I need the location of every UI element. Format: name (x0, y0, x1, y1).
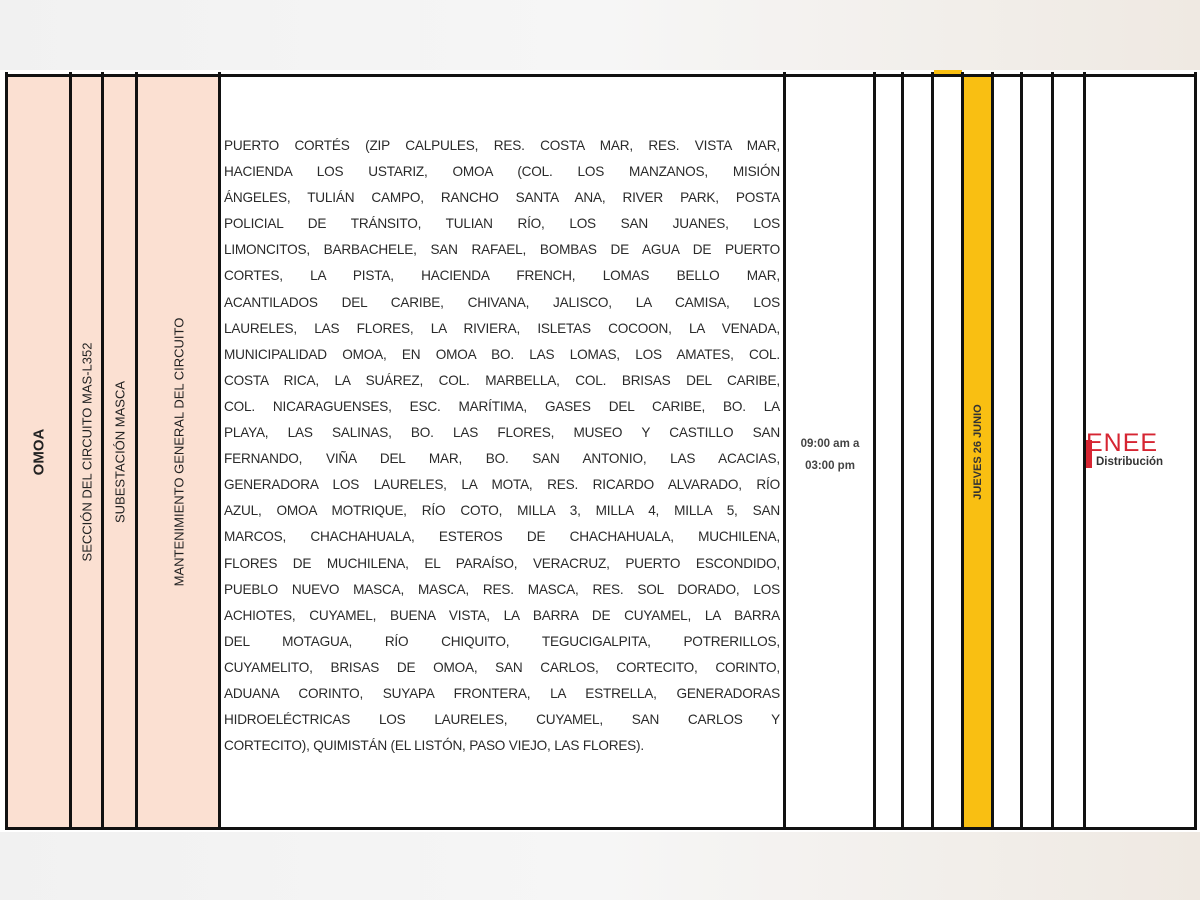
substation-cell: SUBESTACIÓN MASCA (104, 75, 136, 828)
area-line: CUYAMELITO, BRISAS DE OMOA, SAN CARLOS, … (224, 659, 780, 675)
enee-logo: ENEE Distribución (1086, 430, 1194, 468)
work-cell: MANTENIMIENTO GENERAL DEL CIRCUITO (138, 75, 219, 828)
time-range: 09:00 am a 03:00 pm (788, 433, 872, 477)
row-divider (5, 827, 1196, 830)
area-line: GENERADORA LOS LAURELES, LA MOTA, RES. R… (224, 477, 780, 493)
column-divider (69, 72, 72, 830)
area-line: ACANTILADOS DEL CARIBE, CHIVANA, JALISCO… (224, 294, 780, 310)
column-divider (135, 72, 138, 830)
work-label: MANTENIMIENTO GENERAL DEL CIRCUITO (171, 317, 186, 586)
logo-mark (1086, 440, 1092, 468)
area-line: DEL MOTAGUA, RÍO CHIQUITO, TEGUCIGALPITA… (224, 633, 780, 649)
area-line: ADUANA CORINTO, SUYAPA FRONTERA, LA ESTR… (224, 685, 780, 701)
day-cell: JUEVES 26 JUNIO (963, 75, 992, 828)
area-line: MARCOS, CHACHAHUALA, ESTEROS DE CHACHAHU… (224, 529, 780, 545)
area-line: POLICIAL DE TRÁNSITO, TULIAN RÍO, LOS SA… (224, 216, 780, 232)
column-divider (901, 72, 904, 830)
area-line: ACHIOTES, CUYAMEL, BUENA VISTA, LA BARRA… (224, 607, 780, 623)
area-line: ÁNGELES, TULIÁN CAMPO, RANCHO SANTA ANA,… (224, 190, 780, 206)
time-start: 09:00 am a (800, 438, 860, 450)
area-line: LIMONCITOS, BARBACHELE, SAN RAFAEL, BOMB… (224, 242, 780, 258)
affected-areas: PUERTO CORTÉS (ZIP CALPULES, RES. COSTA … (224, 137, 780, 763)
column-divider (5, 72, 8, 830)
day-label: JUEVES 26 JUNIO (971, 403, 984, 500)
area-line: PLAYA, LAS SALINAS, BO. LAS FLORES, MUSE… (224, 425, 780, 441)
circuit-label: SECCIÓN DEL CIRCUITO MAS-L352 (79, 342, 95, 561)
column-divider (873, 72, 876, 830)
department-cell: OMOA (7, 75, 70, 828)
area-line: CORTES, LA PISTA, HACIENDA FRENCH, LOMAS… (224, 268, 780, 284)
area-line: MUNICIPALIDAD OMOA, EN OMOA BO. LAS LOMA… (224, 346, 780, 362)
column-divider (1083, 72, 1086, 830)
circuit-cell: SECCIÓN DEL CIRCUITO MAS-L352 (72, 75, 102, 828)
column-divider (1051, 72, 1054, 830)
column-divider (991, 72, 994, 830)
area-line: COL. NICARAGUENSES, ESC. MARÍTIMA, GASES… (224, 398, 780, 414)
column-divider (1194, 72, 1197, 830)
column-divider (961, 72, 964, 830)
logo-subtitle: Distribución (1096, 456, 1164, 468)
area-line: HIDROELÉCTRICAS LOS LAURELES, CUYAMEL, S… (224, 712, 780, 728)
area-line: LAURELES, LAS FLORES, LA RIVIERA, ISLETA… (224, 320, 780, 336)
area-line: CORTECITO), QUIMISTÁN (EL LISTÓN, PASO V… (224, 738, 644, 754)
area-line: AZUL, OMOA MOTRIQUE, RÍO COTO, MILLA 3, … (224, 503, 780, 519)
column-divider (218, 72, 221, 830)
area-line: PUEBLO NUEVO MASCA, MASCA, RES. MASCA, R… (224, 581, 780, 597)
column-divider (783, 72, 786, 830)
substation-label: SUBESTACIÓN MASCA (112, 380, 128, 523)
area-line: HACIENDA LOS USTARIZ, OMOA (COL. LOS MAN… (224, 164, 780, 180)
area-line: COSTA RICA, LA SUÁREZ, COL. MARBELLA, CO… (224, 372, 780, 388)
time-end: 03:00 pm (805, 460, 855, 472)
area-line: FERNANDO, VIÑA DEL MAR, BO. SAN ANTONIO,… (224, 451, 780, 467)
column-divider (1020, 72, 1023, 830)
column-divider (931, 72, 934, 830)
department-label: OMOA (30, 428, 47, 475)
row-divider (5, 74, 1196, 77)
logo-name: ENEE (1086, 429, 1159, 457)
column-divider (101, 72, 104, 830)
area-line: PUERTO CORTÉS (ZIP CALPULES, RES. COSTA … (224, 138, 780, 153)
area-line: FLORES DE MUCHILENA, EL PARAÍSO, VERACRU… (224, 555, 780, 571)
highlight-tab (934, 70, 962, 76)
